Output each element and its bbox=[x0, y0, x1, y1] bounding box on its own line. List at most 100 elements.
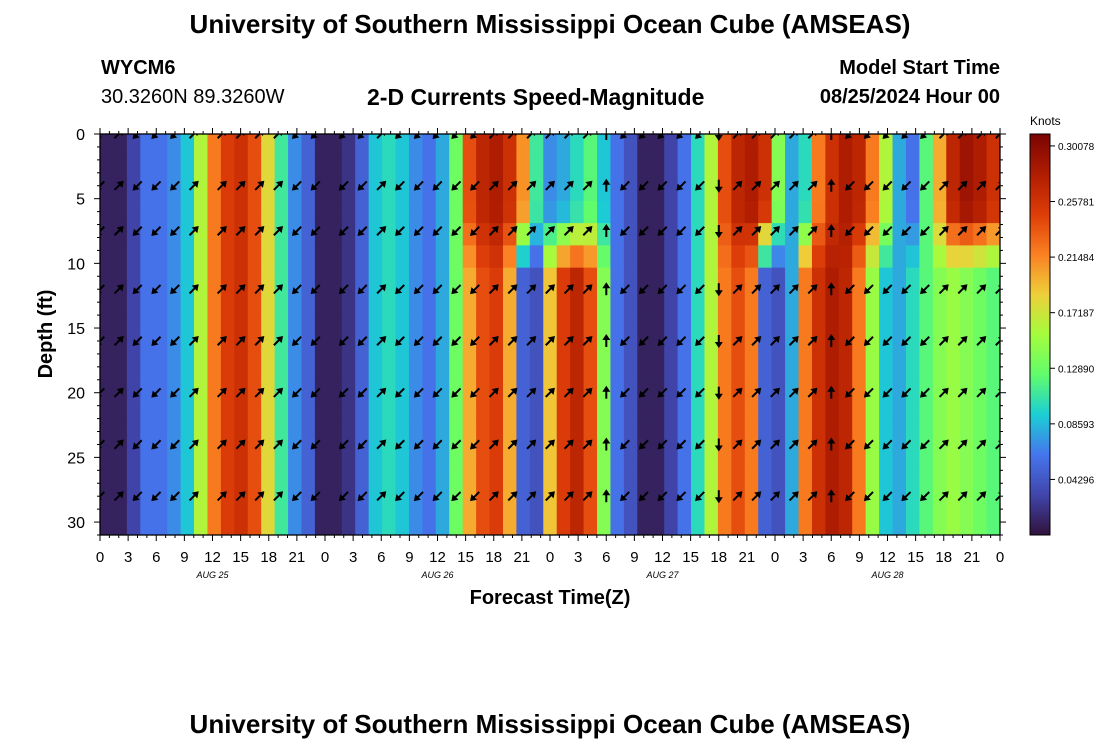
heat-cell bbox=[489, 245, 504, 269]
current-arrow bbox=[657, 284, 668, 295]
current-arrow bbox=[845, 387, 855, 398]
current-arrow bbox=[788, 336, 799, 346]
heat-cell bbox=[946, 401, 961, 425]
current-arrow bbox=[395, 491, 405, 502]
heat-cell bbox=[785, 468, 800, 492]
heat-cell bbox=[382, 401, 397, 425]
heat-cell bbox=[113, 445, 128, 469]
heat-cell bbox=[798, 289, 813, 313]
current-arrow-head bbox=[585, 439, 593, 447]
heat-cell bbox=[932, 512, 947, 535]
current-arrow bbox=[507, 284, 518, 295]
current-arrow bbox=[620, 387, 630, 398]
heat-cell bbox=[758, 178, 773, 202]
heat-cell bbox=[449, 423, 464, 447]
current-arrow-head bbox=[151, 338, 159, 346]
current-arrow-head bbox=[291, 228, 300, 236]
heat-cell bbox=[408, 401, 423, 425]
heat-cell bbox=[583, 200, 598, 224]
current-arrow-head bbox=[566, 387, 574, 395]
current-arrow bbox=[545, 491, 555, 502]
current-arrow bbox=[291, 439, 302, 450]
current-arrow-head bbox=[338, 228, 346, 236]
current-arrow bbox=[432, 387, 443, 398]
heat-cell bbox=[220, 468, 235, 492]
current-arrow bbox=[714, 179, 723, 193]
current-arrow-head bbox=[620, 338, 628, 346]
heat-cell bbox=[798, 423, 813, 447]
heat-cell bbox=[932, 245, 947, 269]
current-arrow bbox=[432, 180, 443, 191]
current-arrow-head bbox=[310, 442, 318, 450]
heat-cell bbox=[234, 156, 249, 180]
heat-cell bbox=[422, 334, 437, 358]
current-arrow bbox=[113, 226, 124, 236]
heat-cell bbox=[261, 356, 276, 380]
current-arrow-head bbox=[882, 338, 890, 346]
current-arrow-head bbox=[116, 284, 124, 292]
heat-cell bbox=[973, 401, 988, 425]
current-arrow-head bbox=[863, 228, 871, 236]
heat-cell bbox=[717, 156, 732, 180]
heat-cell bbox=[207, 468, 222, 492]
heat-cell bbox=[234, 178, 249, 202]
heat-cell bbox=[355, 267, 370, 291]
current-arrow-head bbox=[395, 338, 403, 346]
current-arrow bbox=[188, 491, 199, 502]
current-arrow-shaft bbox=[732, 134, 741, 139]
heat-cell bbox=[892, 245, 907, 269]
heat-cell bbox=[100, 490, 115, 514]
heat-cell bbox=[274, 289, 289, 313]
heat-cell bbox=[623, 267, 638, 291]
current-arrow-head bbox=[960, 387, 968, 395]
current-arrow bbox=[132, 226, 143, 236]
current-arrow-head bbox=[491, 226, 499, 234]
current-arrow-head bbox=[901, 338, 909, 346]
heat-cell bbox=[744, 445, 759, 469]
heat-cell bbox=[946, 200, 961, 224]
current-arrow bbox=[395, 284, 405, 295]
current-arrow-head bbox=[979, 284, 987, 292]
heat-cell bbox=[489, 134, 504, 157]
heat-cell bbox=[476, 490, 491, 514]
heat-cell bbox=[180, 289, 195, 313]
heat-cell bbox=[691, 401, 706, 425]
current-arrow-shaft bbox=[100, 226, 105, 234]
heat-cell bbox=[194, 379, 209, 402]
heat-cell bbox=[140, 356, 155, 380]
heat-cell bbox=[758, 468, 773, 492]
current-arrow-head bbox=[735, 439, 743, 447]
heat-cell bbox=[462, 379, 477, 402]
heat-cell bbox=[435, 134, 450, 157]
heat-cell bbox=[126, 245, 141, 269]
current-arrow-head bbox=[395, 134, 403, 139]
current-arrow bbox=[714, 335, 723, 348]
heat-cell bbox=[355, 334, 370, 358]
heat-cell bbox=[932, 468, 947, 492]
current-arrow bbox=[676, 226, 687, 236]
current-arrow bbox=[132, 439, 143, 450]
heat-cell bbox=[865, 134, 880, 157]
current-arrow-head bbox=[413, 287, 421, 295]
heat-cell bbox=[892, 356, 907, 380]
heat-cell bbox=[180, 401, 195, 425]
current-arrow-head bbox=[979, 387, 987, 395]
current-arrow bbox=[432, 226, 443, 236]
current-arrow bbox=[863, 491, 874, 502]
current-arrow-head bbox=[920, 183, 928, 191]
current-arrow-head bbox=[754, 491, 762, 499]
current-arrow-head bbox=[941, 336, 949, 344]
current-arrow-head bbox=[291, 287, 300, 295]
current-arrow bbox=[488, 226, 499, 236]
heat-cell bbox=[368, 356, 383, 380]
heat-cell bbox=[382, 156, 397, 180]
heat-cell bbox=[637, 468, 652, 492]
current-arrow bbox=[432, 336, 443, 346]
heat-cell bbox=[838, 379, 853, 402]
heat-cell bbox=[140, 379, 155, 402]
heat-cell bbox=[946, 468, 961, 492]
current-arrow-head bbox=[151, 287, 159, 295]
x-tick-label: 6 bbox=[152, 549, 160, 566]
heat-cell bbox=[986, 334, 1000, 358]
heat-cell bbox=[744, 379, 759, 402]
